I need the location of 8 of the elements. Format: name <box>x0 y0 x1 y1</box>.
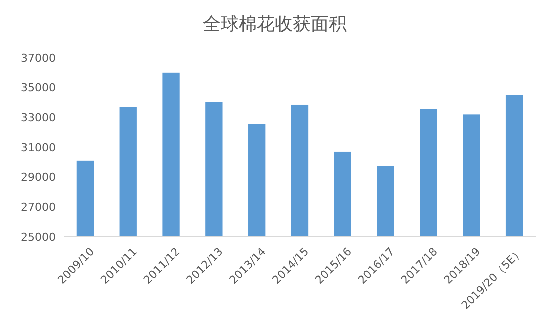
y-tick-label: 37000 <box>21 52 56 65</box>
y-tick-label: 27000 <box>21 201 56 214</box>
chart-title: 全球棉花收获面积 <box>203 14 347 35</box>
y-tick-label: 33000 <box>21 112 56 125</box>
y-tick-label: 25000 <box>21 230 56 244</box>
y-tick-label: 35000 <box>21 82 56 95</box>
y-tick-label: 29000 <box>21 171 56 184</box>
y-tick-label: 31000 <box>21 141 56 154</box>
